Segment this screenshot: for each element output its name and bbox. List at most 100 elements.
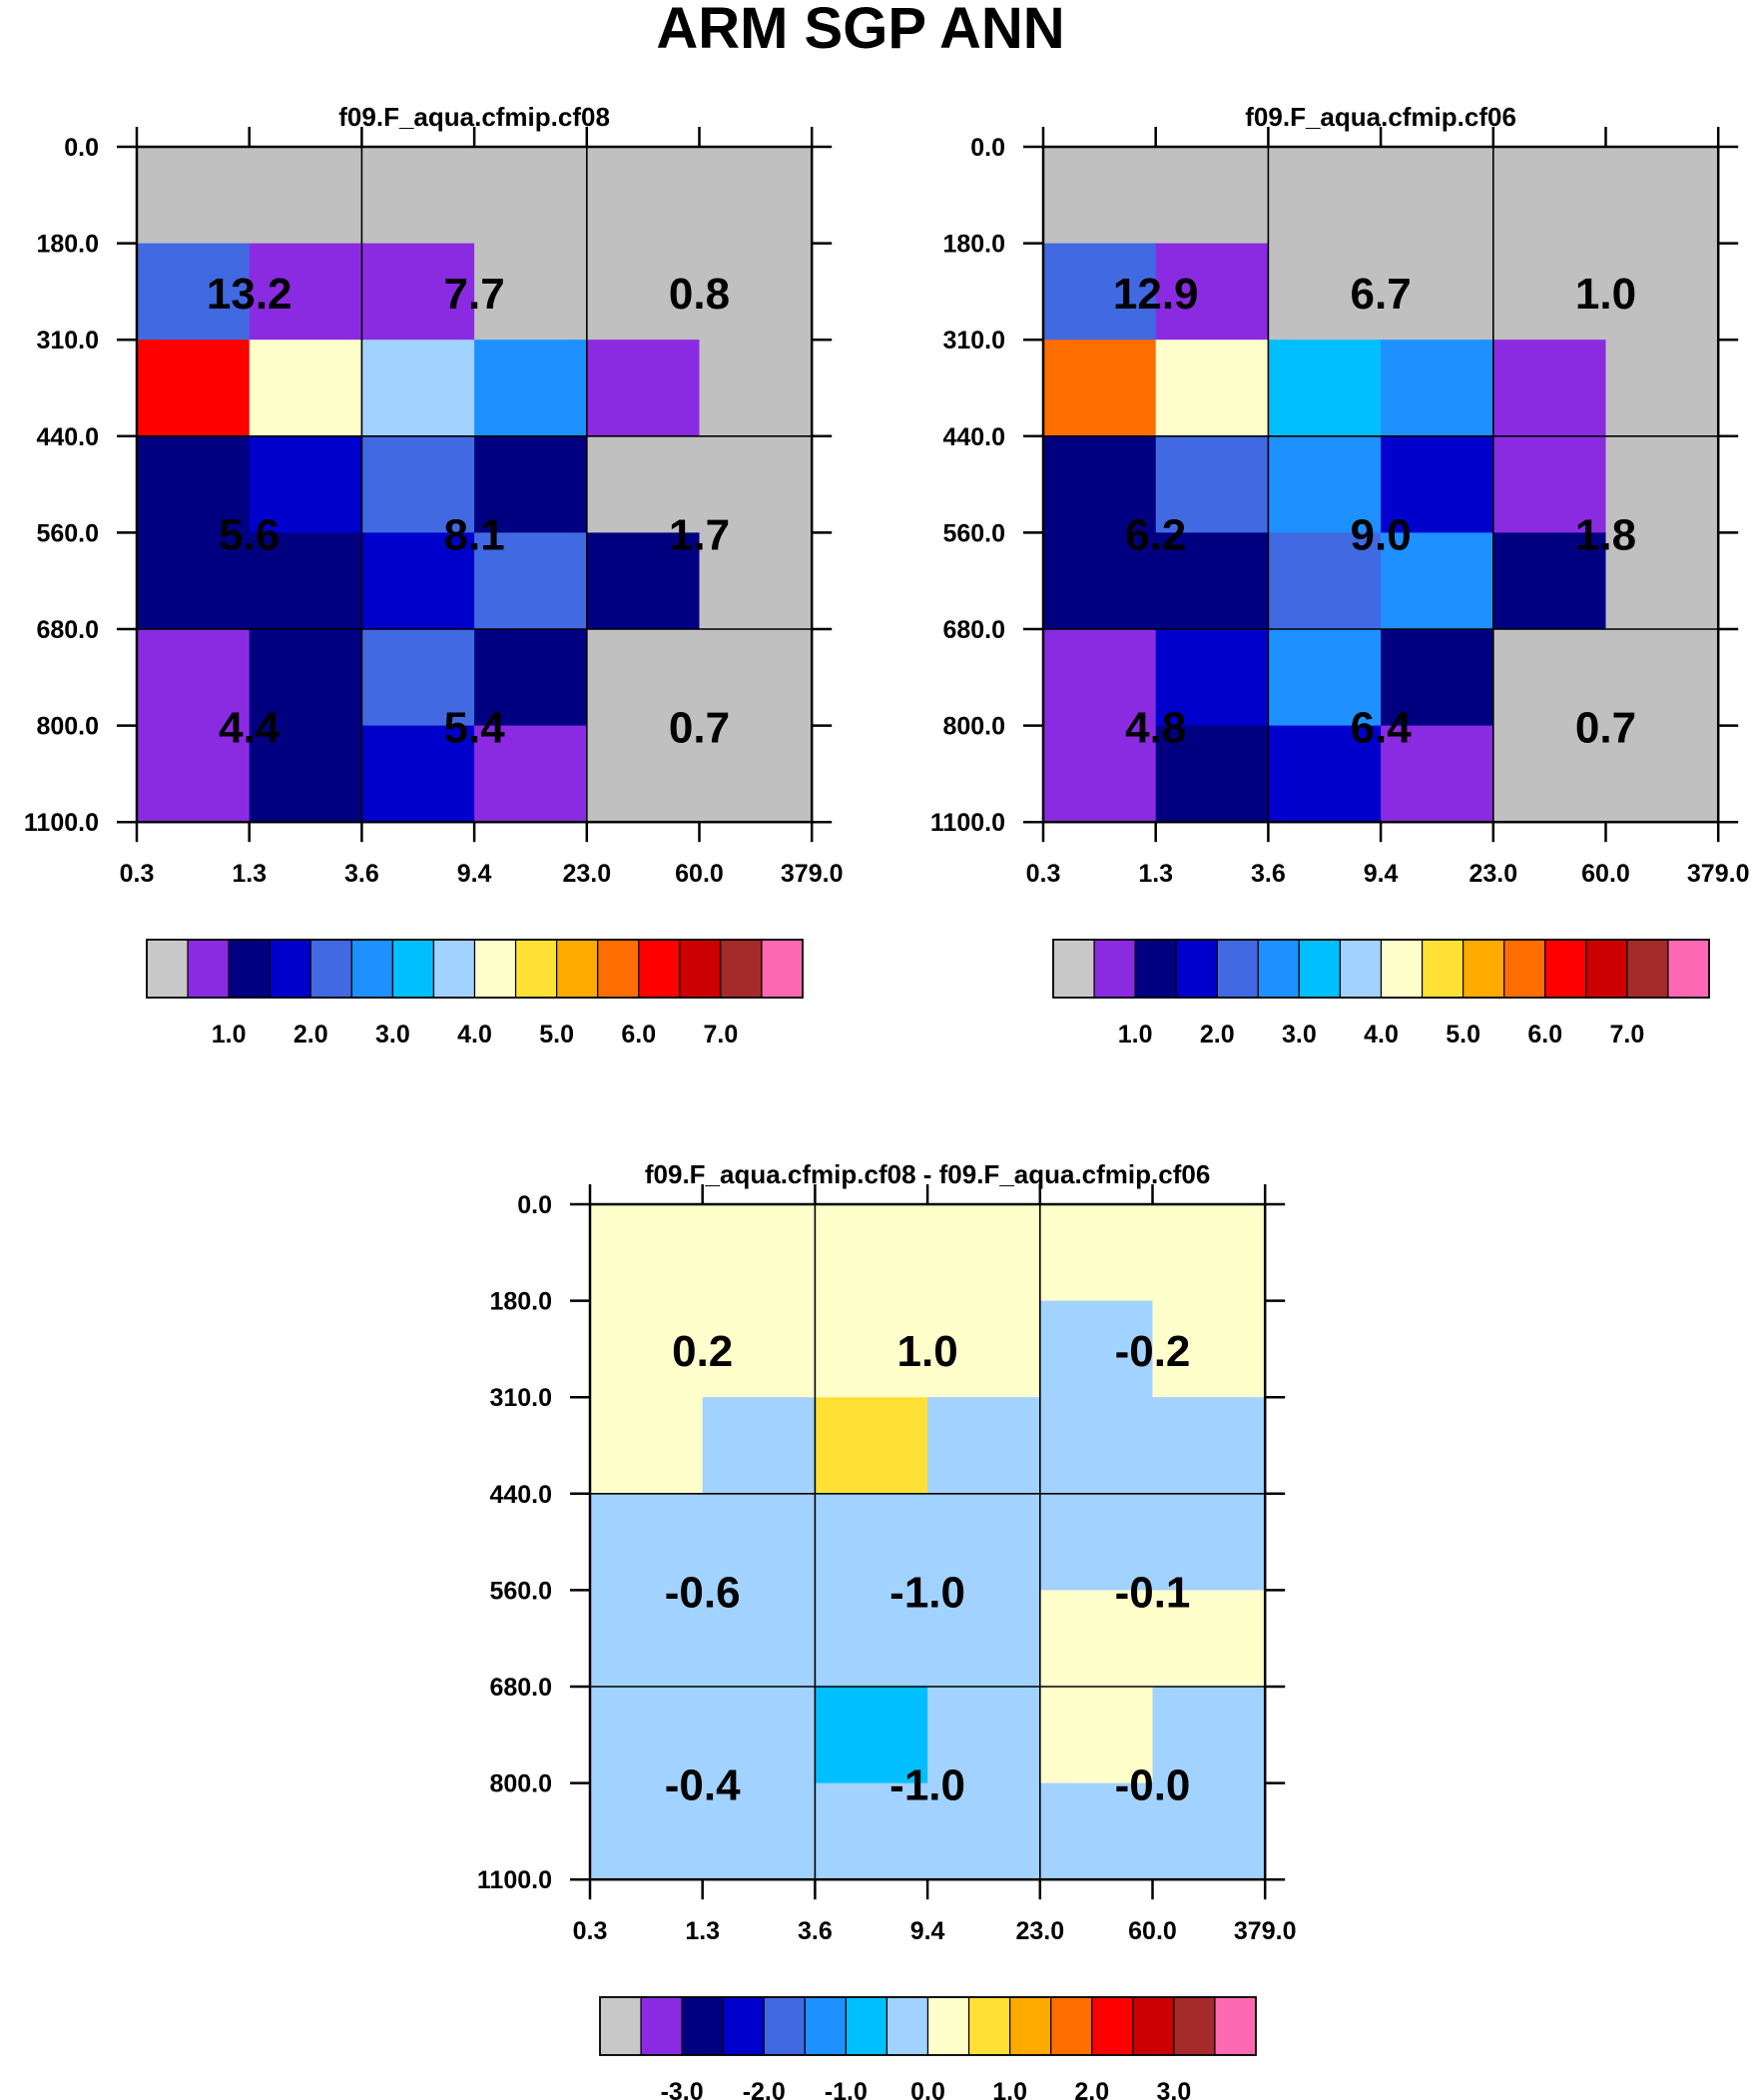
- colorbar-swatch: [1626, 939, 1669, 999]
- heatmap-cell: [1155, 340, 1269, 437]
- heatmap-cell: [1605, 435, 1719, 533]
- block-value-label: 6.4: [1351, 704, 1413, 753]
- colorbar-swatch: [638, 939, 681, 999]
- colorbar-swatch: [597, 939, 640, 999]
- x-tick-label: 1.3: [232, 860, 267, 888]
- y-tick-label: 440.0: [36, 423, 99, 451]
- block-value-label: 4.8: [1125, 704, 1186, 753]
- heatmap-cell: [1039, 1590, 1154, 1688]
- colorbar-swatch: [1463, 939, 1505, 999]
- colorbar-label: 1.0: [992, 2078, 1027, 2100]
- heatmap-cell: [1039, 1687, 1154, 1784]
- x-tick-label: 23.0: [1015, 1917, 1064, 1945]
- heatmap-cell: [361, 725, 475, 823]
- heatmap-cell: [699, 725, 813, 823]
- heatmap-cell: [1268, 532, 1382, 630]
- block-value-label: 0.7: [1575, 704, 1636, 753]
- colorbar-swatch: [761, 939, 804, 999]
- colorbar-label: 2.0: [1074, 2078, 1109, 2100]
- heatmap-cell: [699, 243, 813, 341]
- colorbar-label: 1.0: [1118, 1021, 1153, 1049]
- y-tick-label: 680.0: [36, 616, 99, 644]
- heatmap-cell: [1381, 725, 1494, 823]
- figure-title: ARM SGP ANN: [656, 0, 1064, 61]
- block-value-label: -0.1: [1115, 1568, 1191, 1617]
- block-value-label: -0.0: [1115, 1761, 1191, 1810]
- colorbar-label: 6.0: [621, 1021, 656, 1049]
- colorbar-swatch: [1052, 939, 1095, 999]
- heatmap-cell: [1155, 435, 1269, 533]
- heatmap-cell: [927, 1493, 1041, 1591]
- heatmap-cell: [1155, 725, 1269, 823]
- block-value-label: 12.9: [1113, 270, 1199, 319]
- heatmap-cell: [249, 147, 362, 245]
- x-tick-label: 23.0: [1468, 860, 1517, 888]
- colorbar-label: 3.0: [375, 1021, 410, 1049]
- colorbar-swatch: [599, 1996, 642, 2056]
- colorbar-label: -3.0: [661, 2078, 704, 2100]
- heatmap-cell: [137, 243, 251, 341]
- heatmap-cell: [702, 1782, 816, 1880]
- block-value-label: 4.4: [219, 704, 281, 753]
- heatmap-cell: [586, 435, 701, 533]
- block-value-label: 6.7: [1351, 270, 1412, 319]
- heatmap-cell: [815, 1397, 928, 1495]
- heatmap-cell: [927, 1397, 1041, 1495]
- y-tick-label: 440.0: [489, 1481, 552, 1509]
- heatmap-cell: [1605, 147, 1719, 245]
- y-tick-label: 0.0: [64, 134, 99, 162]
- heatmap-cell: [1492, 340, 1607, 437]
- colorbar-swatch: [967, 1996, 1011, 2056]
- heatmap-cell: [815, 1204, 928, 1302]
- heatmap-cell: [702, 1687, 816, 1784]
- heatmap-cell: [137, 532, 251, 630]
- heatmap-cell: [1152, 1204, 1266, 1302]
- heatmap-cell: [474, 629, 588, 727]
- heatmap-cell: [927, 1300, 1041, 1398]
- colorbar-swatch: [187, 939, 230, 999]
- block-value-label: 13.2: [207, 270, 293, 319]
- heatmap-cell: [1268, 147, 1382, 245]
- heatmap-cell: [590, 1493, 704, 1591]
- heatmap-cell: [1381, 629, 1494, 727]
- block-value-label: 1.8: [1575, 510, 1636, 559]
- y-tick-label: 180.0: [36, 231, 99, 259]
- heatmap-cell: [474, 243, 588, 341]
- block-value-label: 0.2: [672, 1327, 733, 1376]
- panel-2: f09.F_aqua.cfmip.cf060.0180.0310.0440.05…: [930, 102, 1750, 1049]
- heatmap-cell: [702, 1300, 816, 1398]
- colorbar-swatch: [556, 939, 599, 999]
- heatmap-cell: [1043, 532, 1157, 630]
- colorbar-swatch: [1421, 939, 1465, 999]
- colorbar-frame: [1052, 939, 1710, 999]
- heatmap-cell: [1043, 243, 1157, 341]
- heatmap-cell: [1381, 340, 1494, 437]
- heatmap-cell: [1152, 1782, 1266, 1880]
- heatmap-cell: [1605, 532, 1719, 630]
- heatmap-cell: [474, 435, 588, 533]
- heatmap-cell: [590, 1782, 704, 1880]
- x-tick-label: 379.0: [781, 860, 844, 888]
- heatmap-cell: [1492, 435, 1607, 533]
- y-tick-label: 310.0: [489, 1384, 552, 1412]
- y-tick-label: 180.0: [942, 231, 1005, 259]
- heatmap-cell: [1043, 629, 1157, 727]
- heatmap-cell: [927, 1782, 1041, 1880]
- y-tick-label: 1100.0: [24, 809, 99, 837]
- heatmap-cell: [474, 725, 588, 823]
- heatmap-cell: [586, 243, 701, 341]
- x-tick-label: 9.4: [910, 1917, 945, 1945]
- heatmap-cell: [1492, 243, 1607, 341]
- heatmap-cell: [1039, 1300, 1154, 1398]
- y-tick-label: 680.0: [942, 616, 1005, 644]
- colorbar-swatch: [1091, 1996, 1134, 2056]
- heatmap-cell: [586, 147, 701, 245]
- y-tick-label: 310.0: [36, 327, 99, 354]
- heatmap-cell: [590, 1204, 704, 1302]
- heatmap-cell: [815, 1300, 928, 1398]
- colorbar-swatch: [1134, 939, 1177, 999]
- heatmap-cell: [1492, 147, 1607, 245]
- colorbar-swatch: [804, 1996, 847, 2056]
- heatmap-cell: [927, 1204, 1041, 1302]
- heatmap-cell: [1492, 725, 1607, 823]
